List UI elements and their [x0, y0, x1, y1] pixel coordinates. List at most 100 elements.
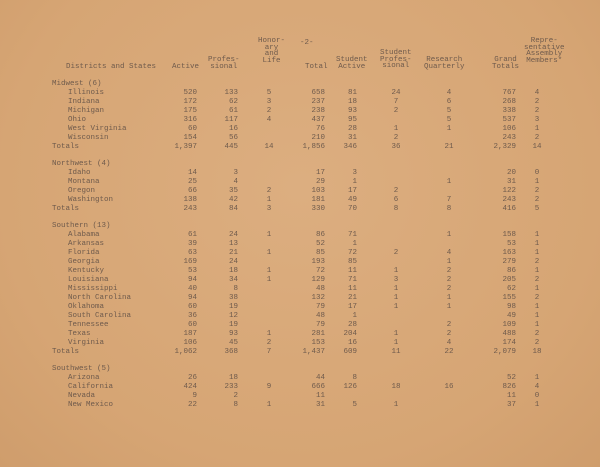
table-cell: 71 — [347, 231, 357, 239]
table-cell: 4 — [233, 178, 238, 186]
table-cell: 72 — [315, 267, 325, 275]
region-name: Southwest (5) — [52, 365, 111, 373]
table-cell: 237 — [311, 98, 325, 106]
table-cell: 2 — [534, 330, 540, 338]
state-name: Florida — [68, 249, 100, 257]
table-cell: 4 — [534, 383, 540, 391]
table-cell: 210 — [311, 134, 325, 142]
table-cell: 1 — [393, 294, 399, 302]
table-cell: 163 — [502, 249, 516, 257]
table-cell: 3 — [266, 205, 272, 213]
table-cell: 338 — [502, 107, 516, 115]
table-cell: 158 — [502, 231, 516, 239]
table-cell: 153 — [311, 339, 325, 347]
table-cell: 70 — [347, 205, 357, 213]
table-cell: 2 — [534, 294, 540, 302]
table-cell: 3 — [266, 98, 272, 106]
totals-row: Totals 243 84 3 330 70 8 8 416 5 — [0, 205, 600, 214]
table-cell: 4 — [446, 89, 452, 97]
spacer — [0, 152, 600, 160]
table-cell: 40 — [187, 285, 197, 293]
state-name: Alabama — [68, 231, 100, 239]
page-number: -2- — [300, 39, 314, 47]
table-cell: 4 — [446, 249, 452, 257]
table-cell: 2 — [534, 98, 540, 106]
state-name: Indiana — [68, 98, 100, 106]
table-cell: 31 — [506, 178, 516, 186]
state-name: Arizona — [68, 374, 100, 382]
table-cell: 5 — [266, 89, 272, 97]
table-cell: 18 — [228, 374, 238, 382]
table-row: Ohio 316 117 4 437 95 5 537 3 — [0, 116, 600, 125]
state-name: Wisconsin — [68, 134, 109, 142]
state-name: California — [68, 383, 114, 391]
table-cell: 53 — [187, 267, 197, 275]
table-cell: 8 — [446, 205, 452, 213]
table-row: North Carolina 94 38 132 21 1 1 155 2 — [0, 294, 600, 303]
table-cell: 13 — [228, 240, 238, 248]
table-cell: 2,329 — [493, 143, 516, 151]
table-cell: 609 — [343, 348, 357, 356]
table-cell: 16 — [228, 125, 238, 133]
table-cell: 330 — [311, 205, 325, 213]
table-cell: 1 — [266, 196, 272, 204]
state-name: Montana — [68, 178, 100, 186]
table-cell: 1 — [393, 330, 399, 338]
table-cell: 48 — [315, 285, 325, 293]
table-cell: 537 — [502, 116, 516, 124]
table-cell: 1,437 — [302, 348, 325, 356]
table-row: Arkansas 39 13 52 1 53 1 — [0, 240, 600, 249]
table-row: Tennessee 60 19 79 28 2 109 1 — [0, 321, 600, 330]
header-grand-totals: Grand Totals — [492, 56, 520, 71]
table-row: Alabama 61 24 1 86 71 1 158 1 — [0, 231, 600, 240]
state-name: Michigan — [68, 107, 105, 115]
table-cell: 1 — [534, 312, 540, 320]
state-name: Louisiana — [68, 276, 109, 284]
table-cell: 6 — [393, 196, 399, 204]
table-cell: 45 — [228, 339, 238, 347]
table-cell: 2 — [393, 107, 399, 115]
table-cell: 5 — [352, 401, 357, 409]
table-cell: 1 — [266, 330, 272, 338]
table-cell: 14 — [264, 143, 274, 151]
table-cell: 71 — [347, 276, 357, 284]
table-row: Idaho 14 3 17 3 20 0 — [0, 169, 600, 178]
table-row: West Virginia 60 16 76 28 1 1 106 1 — [0, 125, 600, 134]
table-cell: 122 — [502, 187, 516, 195]
spacer — [0, 214, 600, 222]
table-cell: 187 — [183, 330, 197, 338]
table-cell: 1 — [393, 125, 399, 133]
table-cell: 5 — [446, 107, 452, 115]
table-cell: 1 — [393, 267, 399, 275]
state-name: Arkansas — [68, 240, 105, 248]
table-cell: 4 — [266, 116, 272, 124]
table-cell: 60 — [187, 303, 197, 311]
table-cell: 18 — [347, 98, 357, 106]
table-cell: 38 — [228, 294, 238, 302]
table-cell: 84 — [228, 205, 238, 213]
table-cell: 11 — [506, 392, 516, 400]
table-cell: 2 — [393, 187, 399, 195]
table-cell: 316 — [183, 116, 197, 124]
table-cell: 4 — [534, 89, 540, 97]
table-cell: 21 — [228, 249, 238, 257]
table-cell: 204 — [343, 330, 357, 338]
table-row: Oklahoma 60 19 79 17 1 1 98 1 — [0, 303, 600, 312]
table-cell: 24 — [228, 258, 238, 266]
table-cell: 22 — [444, 348, 454, 356]
table-cell: 520 — [183, 89, 197, 97]
table-cell: 11 — [315, 392, 325, 400]
table-cell: 117 — [224, 116, 238, 124]
table-cell: 826 — [502, 383, 516, 391]
table-cell: 94 — [187, 294, 197, 302]
table-cell: 416 — [502, 205, 516, 213]
state-name: Illinois — [68, 89, 105, 97]
table-cell: 2 — [393, 249, 399, 257]
table-cell: 11 — [347, 285, 357, 293]
table-cell: 1 — [446, 125, 452, 133]
state-name: New Mexico — [68, 401, 114, 409]
table-cell: 34 — [228, 276, 238, 284]
header-active: Active — [172, 63, 200, 71]
header-districts: Districts and States — [66, 63, 157, 71]
